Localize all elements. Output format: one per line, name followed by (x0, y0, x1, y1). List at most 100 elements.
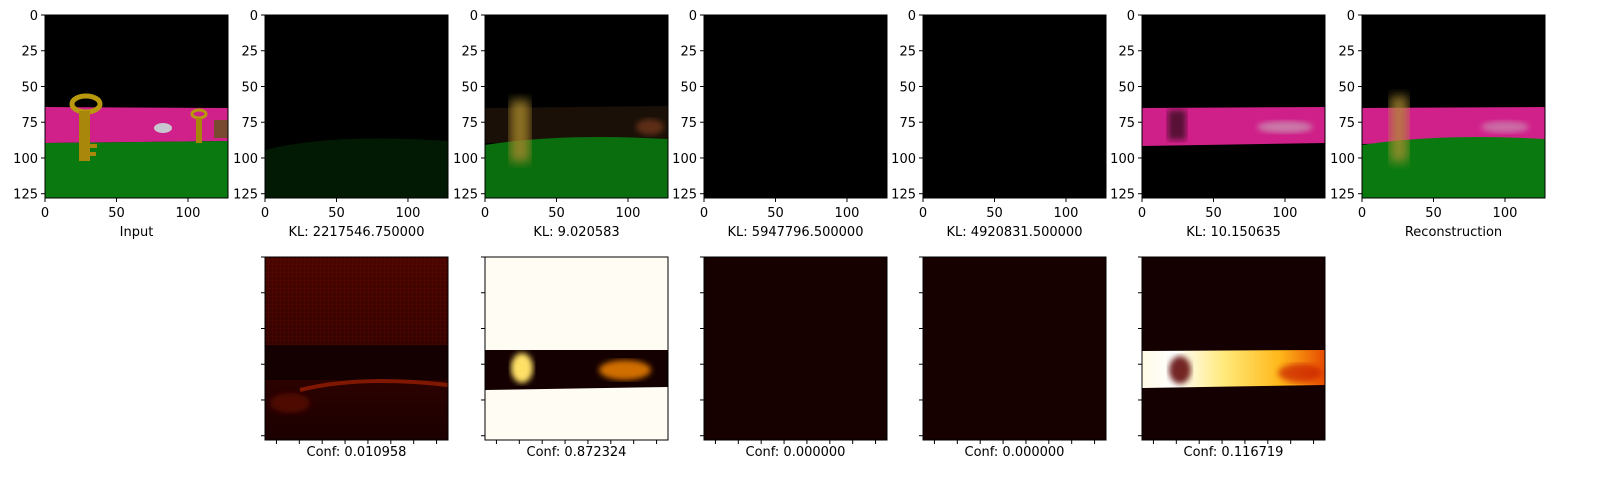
heatmap (923, 257, 1106, 440)
blurred-object (636, 119, 664, 135)
x-tick-label: 50 (1205, 206, 1222, 221)
ground-region (485, 137, 668, 198)
axes-frame (1141, 14, 1326, 199)
y-tick-label: 75 (680, 116, 697, 131)
axes-frame (922, 14, 1107, 199)
x-tick-label: 50 (548, 206, 565, 221)
y-tick-label: 75 (21, 116, 38, 131)
panel-caption: KL: 2217546.750000 (289, 225, 425, 240)
x-tick-label: 100 (616, 206, 641, 221)
y-tick-label: 50 (21, 80, 38, 95)
heatmap-edge (299, 379, 449, 392)
map-caption: Conf: 0.000000 (965, 445, 1065, 460)
y-tick-label: 100 (672, 152, 697, 167)
x-tick-label: 100 (396, 206, 421, 221)
map-caption: Conf: 0.000000 (746, 445, 846, 460)
panel-caption: Reconstruction (1405, 225, 1502, 240)
map-caption: Conf: 0.010958 (307, 445, 407, 460)
panel-kl-3 (703, 14, 888, 199)
heatmap-blob (1278, 364, 1322, 382)
key-icon (190, 108, 208, 143)
x-tick-label: 100 (1273, 206, 1298, 221)
heatmap-texture (265, 257, 448, 347)
y-tick-label: 75 (1338, 116, 1355, 131)
y-tick-label: 75 (1118, 116, 1135, 131)
map-caption: Conf: 0.116719 (1184, 445, 1284, 460)
blurred-object (1481, 121, 1529, 133)
y-tick-label: 75 (461, 116, 478, 131)
y-tick-label: 100 (453, 152, 478, 167)
y-tick-label: 25 (680, 45, 697, 60)
blurred-key (1168, 110, 1186, 140)
axes-frame (484, 14, 669, 199)
y-tick-label: 50 (461, 80, 478, 95)
panel-caption: KL: 4920831.500000 (947, 225, 1083, 240)
y-tick-label: 125 (672, 188, 697, 203)
panel-reconstruction (1361, 14, 1546, 199)
x-tick-label: 50 (328, 206, 345, 221)
x-tick-label: 0 (481, 206, 489, 221)
y-tick-label: 50 (1118, 80, 1135, 95)
sky-region (1142, 15, 1325, 198)
heatmap (1142, 257, 1325, 440)
y-tick-label: 100 (1330, 152, 1355, 167)
y-tick-label: 50 (241, 80, 258, 95)
y-tick-label: 50 (680, 80, 697, 95)
x-tick-label: 50 (1425, 206, 1442, 221)
y-tick-label: 75 (241, 116, 258, 131)
ground-region (1362, 137, 1545, 198)
y-tick-label: 0 (908, 9, 916, 24)
y-tick-label: 125 (453, 188, 478, 203)
ground-region (45, 141, 228, 198)
wall-region (485, 106, 668, 143)
blurred-key (1390, 96, 1408, 162)
blurred-object (1257, 121, 1313, 133)
panel-caption: KL: 9.020583 (533, 225, 619, 240)
wall-region (1142, 107, 1325, 146)
y-tick-label: 100 (891, 152, 916, 167)
y-tick-label: 125 (1110, 188, 1135, 203)
blurred-key (510, 100, 530, 162)
panel-caption: KL: 5947796.500000 (728, 225, 864, 240)
map-caption: Conf: 0.872324 (527, 445, 627, 460)
key-icon (69, 93, 103, 161)
conf-map-3 (703, 256, 888, 441)
y-tick-label: 0 (250, 9, 258, 24)
x-tick-label: 0 (1138, 206, 1146, 221)
axes-frame (922, 256, 1107, 441)
x-tick-label: 0 (1358, 206, 1366, 221)
y-tick-label: 125 (891, 188, 916, 203)
y-tick-label: 125 (13, 188, 38, 203)
heatmap-blob (1169, 356, 1191, 384)
panel-kl-4 (922, 14, 1107, 199)
y-tick-label: 125 (1330, 188, 1355, 203)
y-tick-label: 100 (1110, 152, 1135, 167)
panel-kl-1 (264, 14, 449, 199)
y-tick-label: 25 (899, 45, 916, 60)
y-tick-label: 25 (1338, 45, 1355, 60)
y-tick-label: 0 (1347, 9, 1355, 24)
conf-map-4 (922, 256, 1107, 441)
wall-region (45, 107, 228, 143)
x-tick-label: 100 (1493, 206, 1518, 221)
y-tick-label: 0 (470, 9, 478, 24)
axes-frame (1141, 256, 1326, 441)
x-tick-label: 0 (41, 206, 49, 221)
axes-frame (484, 256, 669, 441)
panel-input (44, 14, 229, 199)
y-tick-label: 75 (899, 116, 916, 131)
y-tick-label: 100 (13, 152, 38, 167)
panel-kl-5 (1141, 14, 1326, 199)
heatmap-blob (270, 393, 310, 413)
axes-frame (264, 256, 449, 441)
x-tick-label: 50 (767, 206, 784, 221)
axes-frame (703, 14, 888, 199)
panel-kl-2 (484, 14, 669, 199)
x-tick-label: 100 (835, 206, 860, 221)
axes-frame (264, 14, 449, 199)
x-tick-label: 0 (261, 206, 269, 221)
axes-frame (44, 14, 229, 199)
axes-frame (1361, 14, 1546, 199)
conf-map-2 (484, 256, 669, 441)
